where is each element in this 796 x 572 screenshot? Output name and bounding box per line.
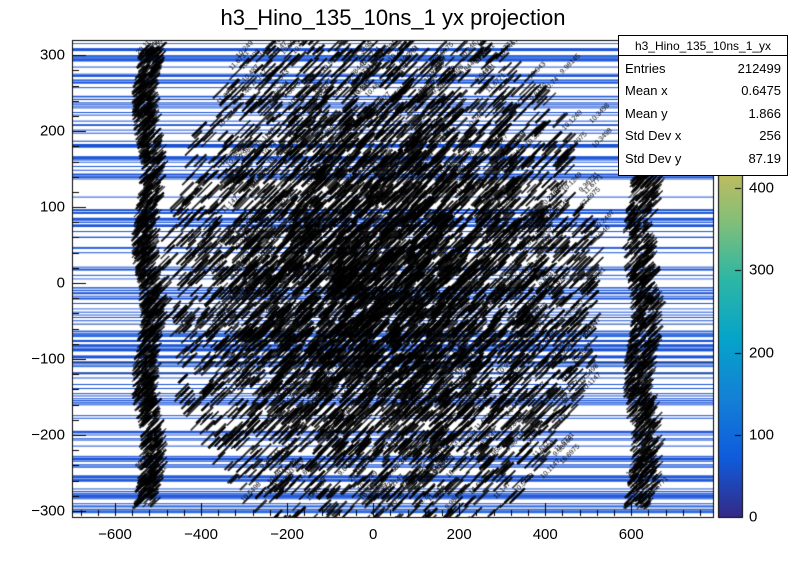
stats-row: Mean y 1.866 [619, 101, 787, 124]
stats-row: Entries 212499 [619, 56, 787, 79]
stats-row: Mean x 0.6475 [619, 79, 787, 102]
stats-box: h3_Hino_135_10ns_1_yx Entries 212499 Mea… [618, 35, 788, 176]
plot-title: h3_Hino_135_10ns_1 yx projection [220, 5, 566, 30]
stats-value: 1.866 [748, 105, 781, 121]
stats-value: 212499 [737, 60, 781, 76]
stats-label: Entries [625, 60, 666, 76]
stats-value: 87.19 [748, 150, 781, 166]
stats-box-title: h3_Hino_135_10ns_1_yx [619, 36, 787, 56]
stats-label: Mean x [625, 83, 668, 98]
stats-label: Std Dev x [625, 128, 682, 143]
stats-row: Std Dev x 256 [619, 124, 787, 147]
stats-label: Mean y [625, 105, 668, 121]
stats-row: Std Dev y 87.19 [619, 146, 787, 169]
stats-label: Std Dev y [625, 150, 682, 166]
stats-value: 0.6475 [741, 83, 781, 98]
stats-value: 256 [759, 128, 781, 143]
